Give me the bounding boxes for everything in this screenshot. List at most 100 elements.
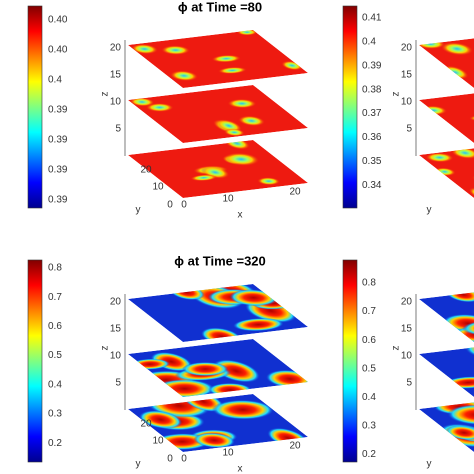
colorbar <box>27 5 43 209</box>
colorbar-tick-label: 0.3 <box>48 409 62 420</box>
y-tick-label: 10 <box>152 182 164 193</box>
slice-blob <box>211 54 241 63</box>
z-tick-label: 5 <box>115 378 121 389</box>
x-axis-label: x <box>238 464 243 474</box>
colorbar <box>27 259 43 463</box>
panels: ϕ at Time =800.400.400.40.390.390.390.39… <box>27 0 474 474</box>
slice <box>128 30 308 88</box>
colorbar-tick-label: 0.8 <box>48 263 62 274</box>
colorbar-tick-label: 0.3 <box>362 421 376 432</box>
slice <box>128 85 308 143</box>
slice <box>128 339 308 397</box>
z-tick-label: 10 <box>110 351 122 362</box>
slice <box>419 284 474 342</box>
z-tick-label: 5 <box>115 124 121 135</box>
slice <box>128 140 308 198</box>
panel: ϕ at Time =320 0.8 0.7 0.6 0.5 0.4 0.3 0.2 0.8 0.… <box>27 253 474 474</box>
x-tick-label: 0 <box>181 454 187 465</box>
slice-field <box>128 394 308 452</box>
y-tick-label: 0 <box>167 200 173 211</box>
colorbar-tick-label: 0.6 <box>48 321 62 332</box>
z-tick-label: 10 <box>401 97 413 108</box>
slice-field <box>128 140 308 198</box>
slice-field <box>419 339 474 397</box>
colorbar <box>342 5 358 209</box>
slice-field <box>419 30 474 88</box>
z-axis-label: z <box>391 92 402 97</box>
y-axis-label: y <box>136 205 141 216</box>
colorbar-tick-label: 0.8 <box>362 278 376 289</box>
slice-blob <box>447 404 474 426</box>
slice-blob <box>222 152 260 166</box>
colorbar-tick-label: 0.40 <box>48 45 68 56</box>
slice <box>128 284 308 342</box>
slice-field <box>419 85 474 143</box>
slice-field <box>128 85 308 143</box>
colorbar-tick-label: 0.2 <box>362 449 376 460</box>
slice-base <box>419 30 474 88</box>
colorbar-tick-label: 0.2 <box>48 438 62 449</box>
z-tick-label: 10 <box>401 351 413 362</box>
z-tick-label: 20 <box>401 43 413 54</box>
slice-field <box>419 140 474 198</box>
slice-blob <box>129 97 155 107</box>
z-axis-label: z <box>100 346 111 351</box>
x-axis-label: x <box>238 210 243 221</box>
slice-field <box>128 339 308 397</box>
colorbar-tick-label: 0.4 <box>48 75 62 86</box>
colorbar-tick-label: 0.6 <box>362 335 376 346</box>
colorbar-tick-label: 0.36 <box>362 132 382 143</box>
slice-blob <box>232 317 284 332</box>
y-axis-label: y <box>427 205 432 216</box>
slice-blob <box>440 42 474 56</box>
y-tick-label: 20 <box>140 419 152 430</box>
z-tick-label: 15 <box>110 324 122 335</box>
slice-field <box>128 30 308 88</box>
colorbar-tick-label: 0.5 <box>362 363 376 374</box>
colorbar-tick-label: 0.39 <box>48 165 68 176</box>
colorbar-tick-label: 0.34 <box>362 180 382 191</box>
y-tick-label: 10 <box>152 436 164 447</box>
colorbar-tick-label: 0.35 <box>362 156 382 167</box>
slice-blob <box>223 128 245 137</box>
y-axis-label: y <box>427 459 432 470</box>
x-tick-label: 20 <box>289 441 301 452</box>
slice-blob <box>238 115 265 127</box>
z-tick-label: 20 <box>401 297 413 308</box>
colorbar-tick-label: 0.4 <box>48 379 62 390</box>
slice <box>419 30 474 88</box>
slice-blob <box>170 70 199 82</box>
x-tick-label: 20 <box>289 187 301 198</box>
colorbar-tick-label: 0.39 <box>48 105 68 116</box>
z-tick-label: 20 <box>110 297 122 308</box>
slice <box>128 394 308 452</box>
x-tick-label: 0 <box>181 200 187 211</box>
z-tick-label: 15 <box>401 70 413 81</box>
colorbar-tick-label: 0.7 <box>48 292 62 303</box>
slice-base <box>128 85 308 143</box>
colorbar-tick-label: 0.39 <box>48 135 68 146</box>
slice-blob <box>190 174 218 182</box>
colorbar-tick-label: 0.4 <box>362 392 376 403</box>
panel-title: ϕ at Time =80 <box>178 0 262 14</box>
panel-title: ϕ at Time =320 <box>174 253 266 268</box>
colorbar-tick-label: 0.4 <box>362 37 376 48</box>
colorbar-tick-label: 0.39 <box>48 195 68 206</box>
slice-blob <box>227 98 257 109</box>
slice <box>419 140 474 198</box>
z-tick-label: 5 <box>406 124 412 135</box>
slice-blob <box>181 361 229 377</box>
colorbar-tick-label: 0.5 <box>48 350 62 361</box>
y-tick-label: 0 <box>167 454 173 465</box>
z-axis-label: z <box>100 92 111 97</box>
colorbar-tick-label: 0.41 <box>362 13 382 24</box>
slice-blob <box>257 177 281 186</box>
slice-blob <box>211 399 274 420</box>
z-tick-label: 5 <box>406 378 412 389</box>
slice-field <box>419 284 474 342</box>
slice-blob <box>130 43 158 55</box>
colorbar-tick-label: 0.39 <box>362 60 382 71</box>
y-axis-label: y <box>136 459 141 470</box>
slice-blob <box>445 425 474 441</box>
slice-blob <box>193 432 235 449</box>
